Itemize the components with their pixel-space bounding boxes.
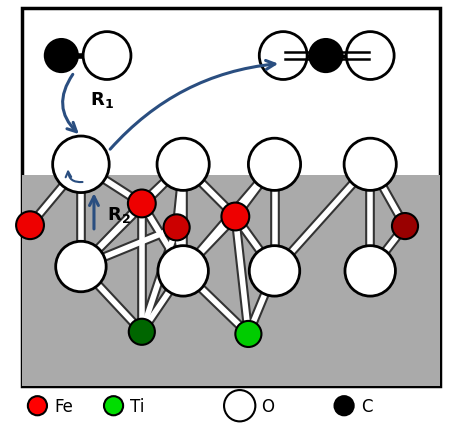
Circle shape (28, 396, 47, 415)
Circle shape (104, 396, 123, 415)
Bar (22, 9, 440, 386)
Circle shape (345, 246, 395, 296)
Text: Fe: Fe (55, 397, 74, 415)
Text: $\mathbf{R_2}$: $\mathbf{R_2}$ (107, 205, 131, 225)
Circle shape (16, 212, 44, 240)
Circle shape (344, 139, 396, 191)
Circle shape (53, 137, 109, 193)
Circle shape (392, 214, 418, 240)
Circle shape (334, 396, 354, 415)
Circle shape (158, 246, 208, 296)
Circle shape (249, 139, 301, 191)
Text: $\mathbf{R_1}$: $\mathbf{R_1}$ (90, 90, 114, 110)
Circle shape (221, 203, 249, 231)
Circle shape (157, 139, 209, 191)
Circle shape (224, 390, 255, 421)
Text: O: O (261, 397, 274, 415)
Circle shape (309, 40, 342, 73)
Circle shape (164, 215, 190, 241)
Circle shape (83, 33, 131, 80)
Circle shape (259, 33, 307, 80)
Text: C: C (361, 397, 373, 415)
Bar (22, 176, 440, 386)
Circle shape (129, 319, 155, 345)
Circle shape (128, 190, 156, 218)
Circle shape (45, 40, 78, 73)
Circle shape (235, 321, 261, 347)
Circle shape (249, 246, 300, 296)
Circle shape (346, 33, 394, 80)
Circle shape (56, 242, 106, 292)
Text: Ti: Ti (130, 397, 145, 415)
